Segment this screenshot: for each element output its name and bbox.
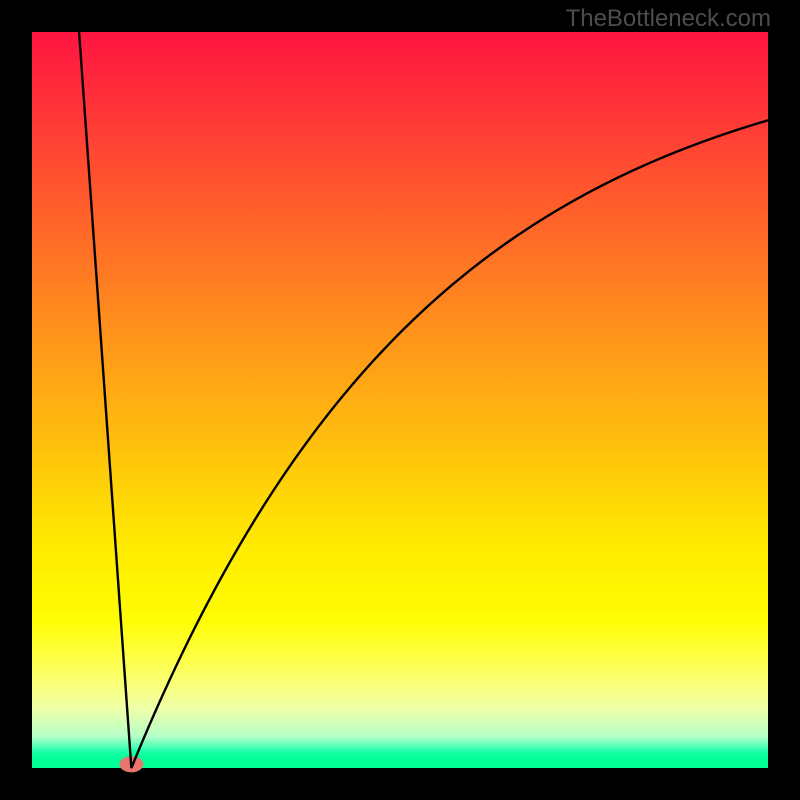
- curve-layer: [32, 32, 768, 768]
- plot-area: [32, 32, 768, 768]
- bottleneck-curve: [79, 32, 768, 768]
- chart-container: TheBottleneck.com: [0, 0, 800, 800]
- watermark-text: TheBottleneck.com: [566, 5, 771, 33]
